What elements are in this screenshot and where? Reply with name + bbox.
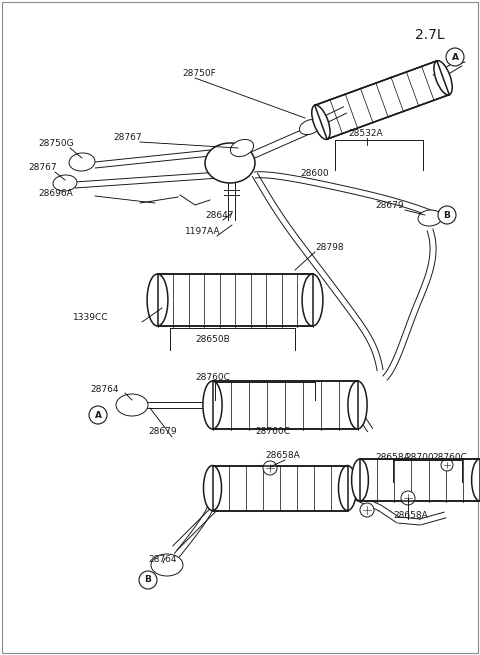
Text: 28658A: 28658A	[393, 510, 428, 519]
Circle shape	[263, 461, 277, 475]
Text: 28679: 28679	[148, 428, 177, 436]
Ellipse shape	[204, 466, 221, 510]
Text: 28750G: 28750G	[38, 138, 73, 147]
Ellipse shape	[302, 274, 323, 326]
Text: 28764: 28764	[148, 555, 177, 565]
Ellipse shape	[205, 143, 255, 183]
Text: B: B	[444, 210, 450, 219]
Bar	[213, 381, 358, 429]
Bar	[315, 61, 449, 139]
Bar	[213, 381, 358, 429]
Ellipse shape	[348, 381, 367, 429]
Text: 28650B: 28650B	[195, 335, 230, 345]
Ellipse shape	[116, 394, 148, 416]
Bar	[315, 61, 449, 139]
Circle shape	[441, 459, 453, 471]
Text: 28647: 28647	[205, 210, 233, 219]
Ellipse shape	[338, 466, 357, 510]
Bar	[315, 61, 449, 139]
Text: 28696A: 28696A	[38, 189, 73, 198]
Ellipse shape	[230, 140, 253, 157]
Bar	[213, 466, 348, 510]
Text: 1197AA: 1197AA	[185, 227, 220, 236]
Ellipse shape	[151, 554, 183, 576]
Ellipse shape	[300, 119, 321, 134]
Ellipse shape	[53, 175, 77, 191]
Bar	[213, 466, 348, 510]
Text: B: B	[144, 576, 151, 584]
Text: 28679: 28679	[375, 200, 404, 210]
Ellipse shape	[471, 459, 480, 501]
Text: 28658A: 28658A	[375, 453, 410, 462]
Bar	[213, 381, 358, 429]
Bar	[157, 274, 312, 326]
Text: 28700: 28700	[405, 453, 433, 462]
Circle shape	[360, 503, 374, 517]
Bar	[157, 274, 312, 326]
Bar	[360, 459, 480, 501]
Text: 28764: 28764	[90, 386, 119, 394]
Ellipse shape	[418, 210, 442, 226]
Circle shape	[401, 491, 415, 505]
Text: 28760C: 28760C	[255, 428, 290, 436]
Circle shape	[438, 206, 456, 224]
Ellipse shape	[69, 153, 95, 171]
Ellipse shape	[203, 381, 222, 429]
Text: 1339CC: 1339CC	[73, 314, 108, 322]
Text: 2.7L: 2.7L	[415, 28, 444, 42]
Circle shape	[89, 406, 107, 424]
Text: 28600: 28600	[300, 168, 329, 178]
Text: 28658A: 28658A	[265, 451, 300, 460]
Text: A: A	[95, 411, 101, 419]
Text: 28760C: 28760C	[195, 373, 230, 383]
Bar	[213, 466, 348, 510]
Ellipse shape	[351, 459, 369, 501]
Ellipse shape	[312, 105, 330, 140]
Ellipse shape	[434, 61, 452, 95]
Text: 28750F: 28750F	[182, 69, 216, 77]
Bar	[360, 459, 480, 501]
Text: 28532A: 28532A	[348, 128, 383, 138]
Text: A: A	[452, 52, 458, 62]
Ellipse shape	[147, 274, 168, 326]
Text: 28767: 28767	[113, 132, 142, 141]
Bar	[360, 459, 480, 501]
Text: 28798: 28798	[315, 242, 344, 252]
Circle shape	[139, 571, 157, 589]
Bar	[157, 274, 312, 326]
Text: 28767: 28767	[28, 164, 57, 172]
Circle shape	[446, 48, 464, 66]
Text: 28760C: 28760C	[432, 453, 467, 462]
